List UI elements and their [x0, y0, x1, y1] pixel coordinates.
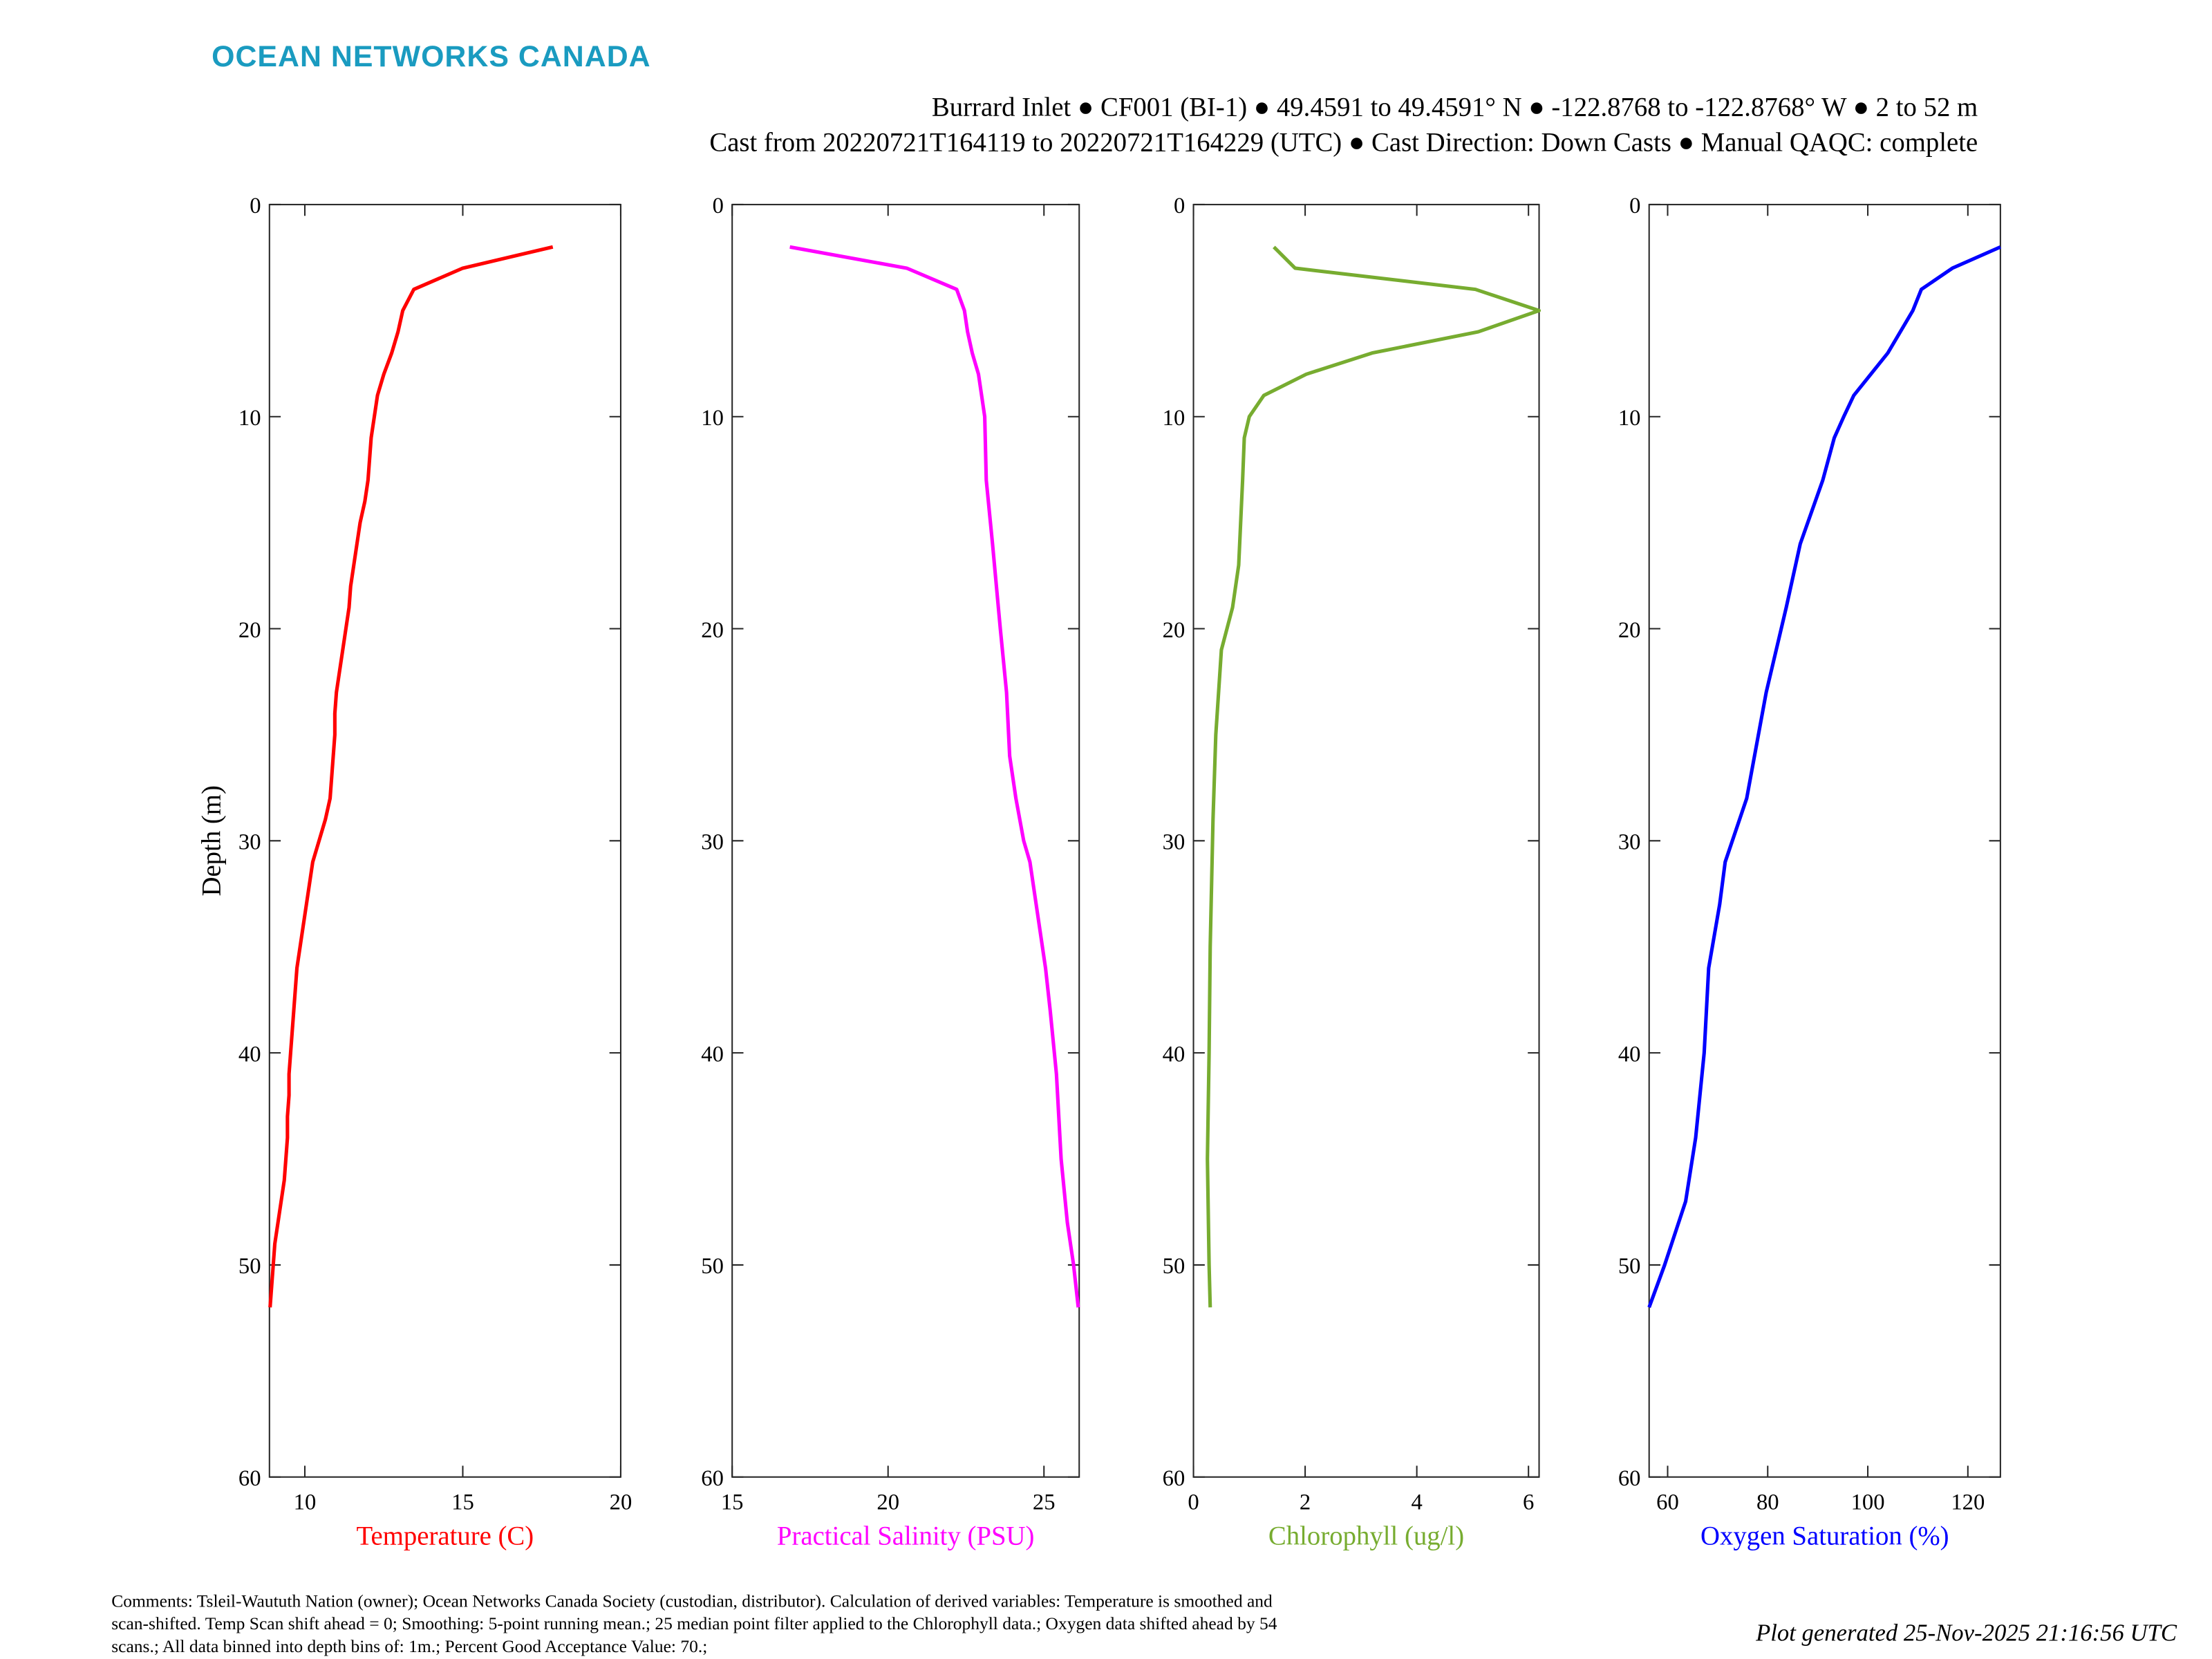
y-tick-label: 40: [238, 1042, 261, 1067]
x-tick-label: 25: [1033, 1490, 1056, 1515]
y-tick-label: 40: [1163, 1042, 1185, 1067]
y-tick-label: 30: [701, 830, 724, 855]
x-tick-label: 4: [1411, 1490, 1422, 1515]
x-tick-label: 0: [1188, 1490, 1199, 1515]
x-tick-label: 60: [1656, 1490, 1679, 1515]
y-tick-label: 60: [1618, 1466, 1641, 1491]
y-tick-label: 20: [1163, 618, 1185, 643]
y-tick-label: 20: [1618, 618, 1641, 643]
y-tick-label: 30: [238, 830, 261, 855]
profile-line: [1206, 245, 1541, 1308]
y-tick-label: 30: [1618, 830, 1641, 855]
x-tick-label: 20: [610, 1490, 632, 1515]
x-tick-label: 15: [721, 1490, 744, 1515]
x-axis-label: Oxygen Saturation (%): [1700, 1521, 1949, 1551]
y-tick-label: 50: [238, 1254, 261, 1279]
x-axis-label: Temperature (C): [357, 1521, 534, 1551]
profile-line: [789, 245, 1080, 1308]
x-tick-label: 100: [1851, 1490, 1885, 1515]
x-tick-label: 120: [1951, 1490, 1985, 1515]
header-line: Burrard Inlet ● CF001 (BI-1) ● 49.4591 t…: [932, 92, 1978, 122]
comment-line: scan-shifted. Temp Scan shift ahead = 0;…: [111, 1613, 1277, 1633]
x-tick-label: 2: [1300, 1490, 1311, 1515]
brand: OCEAN NETWORKS CANADA: [212, 40, 651, 73]
header-line: Cast from 20220721T164119 to 20220721T16…: [709, 127, 1978, 157]
y-tick-label: 20: [238, 618, 261, 643]
y-tick-label: 0: [1629, 194, 1640, 218]
comment-line: scans.; All data binned into depth bins …: [111, 1636, 707, 1656]
y-tick-label: 50: [701, 1254, 724, 1279]
profile-line: [268, 245, 554, 1308]
footer: Plot generated 25-Nov-2025 21:16:56 UTC: [1755, 1619, 2177, 1646]
y-tick-label: 0: [713, 194, 724, 218]
y-tick-label: 40: [701, 1042, 724, 1067]
y-tick-label: 10: [1618, 406, 1641, 431]
y-tick-label: 60: [1163, 1466, 1185, 1491]
comment-line: Comments: Tsleil-Waututh Nation (owner);…: [111, 1591, 1273, 1611]
y-tick-label: 30: [1163, 830, 1185, 855]
x-tick-label: 20: [877, 1490, 899, 1515]
x-tick-label: 10: [294, 1490, 317, 1515]
y-tick-label: 0: [1174, 194, 1185, 218]
y-tick-label: 50: [1163, 1254, 1185, 1279]
y-tick-label: 10: [1163, 406, 1185, 431]
x-axis-label: Practical Salinity (PSU): [777, 1521, 1035, 1551]
y-tick-label: 10: [238, 406, 261, 431]
y-tick-label: 60: [701, 1466, 724, 1491]
profile-line: [1647, 245, 2001, 1309]
x-tick-label: 15: [451, 1490, 474, 1515]
y-tick-label: 10: [701, 406, 724, 431]
y-tick-label: 50: [1618, 1254, 1641, 1279]
y-tick-label: 0: [250, 194, 261, 218]
y-axis-label: Depth (m): [196, 785, 226, 896]
y-tick-label: 60: [238, 1466, 261, 1491]
x-tick-label: 80: [1756, 1490, 1779, 1515]
y-tick-label: 20: [701, 618, 724, 643]
y-tick-label: 40: [1618, 1042, 1641, 1067]
x-axis-label: Chlorophyll (ug/l): [1268, 1521, 1464, 1551]
x-tick-label: 6: [1523, 1490, 1534, 1515]
